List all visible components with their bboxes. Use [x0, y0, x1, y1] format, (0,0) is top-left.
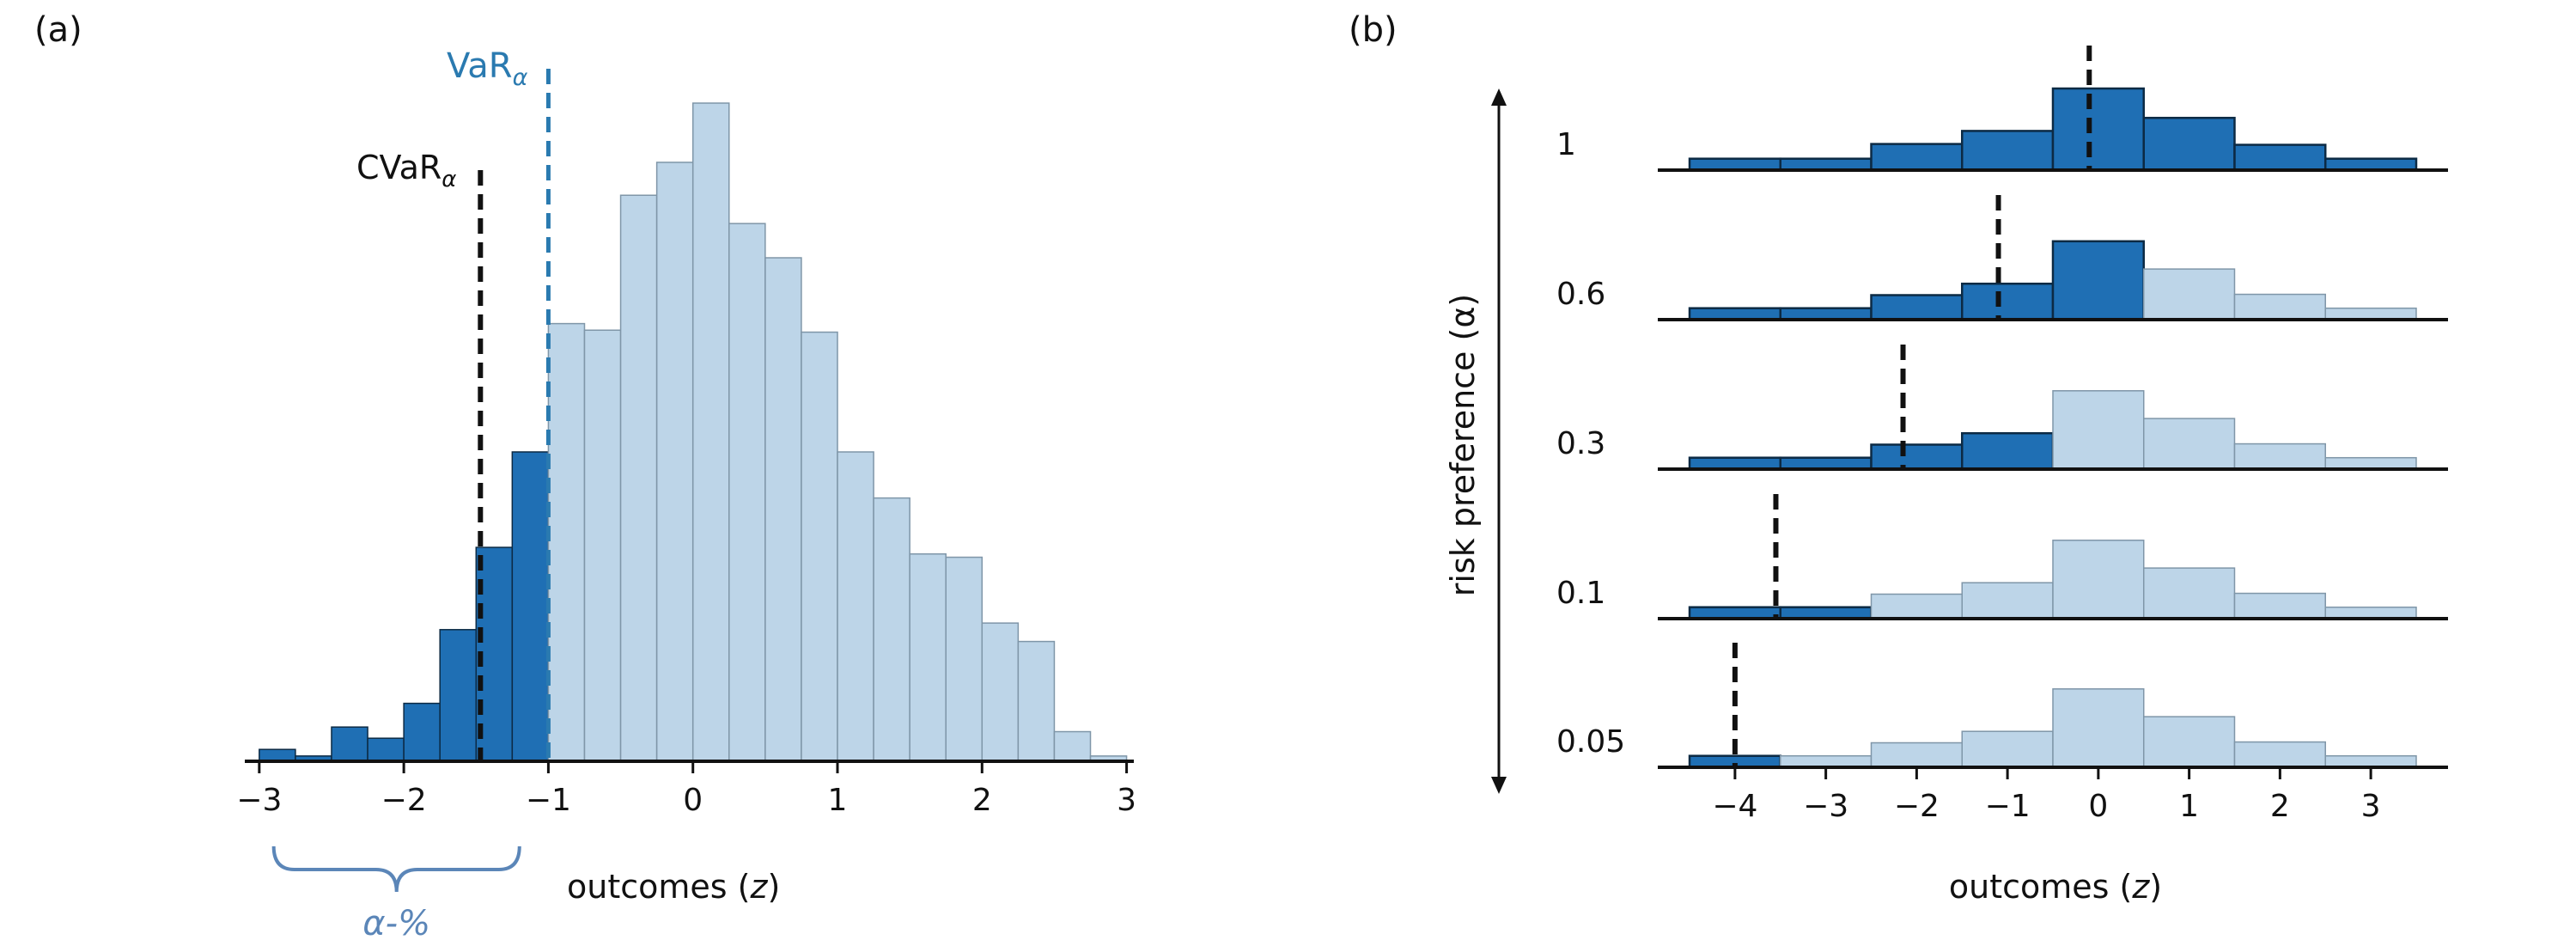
- tick-label: −2: [1894, 789, 1940, 824]
- histogram-bar: [981, 622, 1020, 762]
- histogram-bar: [2233, 592, 2326, 619]
- row-alpha-label: 0.3: [1556, 426, 1605, 461]
- histogram-bar: [1961, 431, 2055, 471]
- histogram-bar: [1870, 742, 1964, 768]
- histogram-bar: [1870, 143, 1964, 172]
- histogram-bar: [511, 451, 550, 762]
- panel-a-ticks: −3 −2 −1 0 1 2 3: [236, 761, 1136, 818]
- histogram-bar: [2233, 442, 2326, 470]
- tick-label: 0: [683, 783, 703, 818]
- histogram-bar: [1870, 294, 1964, 321]
- histogram-bar: [1870, 443, 1964, 471]
- tick-label: 0: [2088, 789, 2108, 824]
- histogram-bar: [2142, 567, 2236, 619]
- histogram-bar: [619, 194, 658, 762]
- tick-label: 2: [2270, 789, 2290, 824]
- histogram-bar: [691, 102, 730, 762]
- histogram-bar: [728, 223, 766, 762]
- tick-label: −1: [526, 783, 571, 818]
- histogram-bar: [2233, 741, 2326, 768]
- panel-b-y-axis-label: risk preference (α): [1444, 294, 1482, 596]
- histogram-bar: [837, 451, 874, 762]
- var-label: VaRα: [447, 46, 528, 91]
- histogram-bar: [2052, 688, 2145, 768]
- histogram-bar: [2233, 143, 2327, 172]
- tick-label: 1: [2179, 789, 2199, 824]
- histogram-bar: [873, 497, 910, 762]
- histogram-bar: [764, 257, 802, 762]
- panel-b-x-axis-label: outcomes (z): [1949, 868, 2162, 906]
- alpha-percent-label: α-%: [362, 904, 430, 943]
- tick-label: −3: [236, 783, 282, 818]
- cvar-label: CVaRα: [356, 149, 456, 192]
- panel-a-x-axis-label: outcomes (z): [567, 868, 780, 906]
- risk-row: 1: [1556, 46, 2448, 172]
- panel-b-risk-histograms: (b) risk preference (α) 1 0.6 0.3 0.1 0.05 −…: [1349, 10, 2448, 906]
- panel-b-ticks: −4 −3 −2 −1 0 1 2 3: [1712, 767, 2381, 824]
- histogram-bar: [2052, 540, 2145, 619]
- arrow-up-icon: [1491, 88, 1507, 106]
- row-alpha-label: 0.6: [1556, 277, 1605, 312]
- histogram-bar: [547, 322, 586, 762]
- histogram-bar: [801, 331, 838, 762]
- histogram-bar: [403, 702, 441, 762]
- risk-row: 0.1: [1556, 494, 2448, 620]
- tick-label: 3: [2361, 789, 2381, 824]
- histogram-bar: [2051, 240, 2145, 321]
- histogram-bar: [655, 162, 694, 762]
- row-alpha-label: 0.05: [1556, 724, 1625, 760]
- tick-label: 2: [972, 783, 992, 818]
- tick-label: −3: [1803, 789, 1848, 824]
- histogram-bar: [2142, 418, 2236, 470]
- histogram-bar: [259, 748, 296, 762]
- tick-label: −2: [381, 783, 427, 818]
- panel-b-label: (b): [1349, 10, 1398, 50]
- histogram-bar: [1017, 640, 1056, 762]
- histogram-bar: [1961, 130, 2055, 172]
- histogram-bar: [331, 726, 368, 762]
- histogram-bar: [1961, 730, 2054, 768]
- histogram-bar: [2142, 716, 2236, 768]
- panel-a-bars: [259, 102, 1128, 762]
- arrow-down-icon: [1491, 777, 1507, 794]
- row-alpha-label: 0.1: [1556, 576, 1605, 611]
- histogram-bar: [2052, 390, 2145, 470]
- panel-a-label: (a): [34, 10, 82, 50]
- histogram-bar: [945, 556, 984, 762]
- tick-label: 3: [1117, 783, 1136, 818]
- histogram-bar: [367, 737, 405, 762]
- tick-label: 1: [828, 783, 848, 818]
- row-alpha-label: 1: [1556, 127, 1576, 162]
- histogram-bar: [2142, 268, 2236, 320]
- histogram-bar: [1961, 582, 2054, 619]
- alpha-bracket: [271, 845, 521, 893]
- histogram-bar: [2233, 293, 2326, 320]
- risk-row: 0.3: [1556, 345, 2448, 471]
- histogram-bar: [1053, 730, 1092, 762]
- risk-row: 0.6: [1556, 195, 2448, 321]
- histogram-bar: [1870, 593, 1964, 619]
- histogram-bar: [2051, 87, 2145, 172]
- tick-label: −1: [1985, 789, 2031, 824]
- histogram-bar: [1961, 282, 2055, 321]
- panel-b-rows: 1 0.6 0.3 0.1 0.05: [1556, 46, 2448, 769]
- risk-row: 0.05: [1556, 643, 2448, 769]
- tick-label: −4: [1712, 789, 1757, 824]
- histogram-bar: [2142, 116, 2236, 172]
- histogram-bar: [439, 629, 478, 762]
- histogram-bar: [909, 552, 947, 762]
- histogram-bar: [583, 329, 622, 762]
- panel-a-histogram: (a) −3 −2 −1 0 1 2 3 VaRα CVaRα α-% outcomes (…: [34, 10, 1136, 943]
